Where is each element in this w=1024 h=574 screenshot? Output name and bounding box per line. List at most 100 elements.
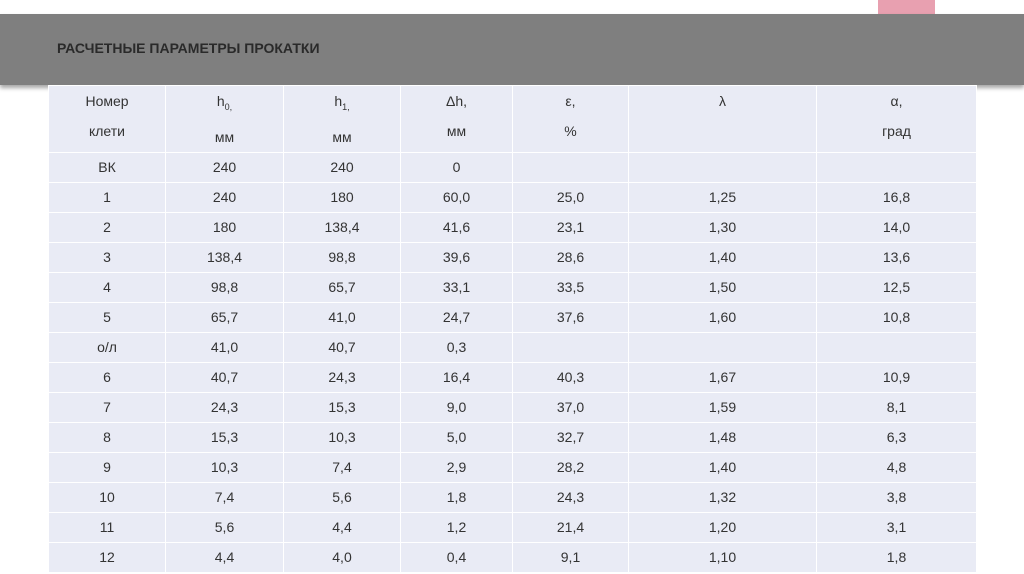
empty-cell <box>816 331 977 363</box>
table-cell: 25,0 <box>512 181 629 213</box>
empty-cell <box>816 151 977 183</box>
table-row: о/л 41,0 40,7 0,3 <box>48 331 977 363</box>
header-cell: h1, мм <box>283 85 401 153</box>
table-cell: 0,3 <box>400 331 513 363</box>
table-cell: 6,3 <box>816 421 977 453</box>
table-cell: 60,0 <box>400 181 513 213</box>
table-cell: 40,3 <box>512 361 629 393</box>
table-row: 4 98,8 65,7 33,1 33,5 1,50 12,5 <box>48 271 977 303</box>
table-cell: 1,67 <box>628 361 817 393</box>
table-cell: 9,0 <box>400 391 513 423</box>
table-cell: 6 <box>48 361 166 393</box>
table-cell: 9,1 <box>512 541 629 573</box>
table-row: 5 65,7 41,0 24,7 37,6 1,60 10,8 <box>48 301 977 333</box>
table-cell: 1 <box>48 181 166 213</box>
table-row: 10 7,4 5,6 1,8 24,3 1,32 3,8 <box>48 481 977 513</box>
table-cell: 15,3 <box>283 391 401 423</box>
header-cell: Номер клети <box>48 85 166 153</box>
header-text: Δh, <box>445 93 468 109</box>
header-text: h <box>334 93 343 109</box>
table-row: 8 15,3 10,3 5,0 32,7 1,48 6,3 <box>48 421 977 453</box>
table-cell: 10,8 <box>816 301 977 333</box>
table-cell: 1,8 <box>400 481 513 513</box>
table-cell: 240 <box>165 151 284 183</box>
table-cell: 180 <box>165 211 284 243</box>
table-cell: 1,32 <box>628 481 817 513</box>
table-cell: 16,4 <box>400 361 513 393</box>
table-cell: 14,0 <box>816 211 977 243</box>
header-subscript: 0, <box>224 101 233 112</box>
table-cell: 37,0 <box>512 391 629 423</box>
table-row: 11 5,6 4,4 1,2 21,4 1,20 3,1 <box>48 511 977 543</box>
table-cell: 10 <box>48 481 166 513</box>
table-cell: 10,3 <box>283 421 401 453</box>
header-unit: мм <box>332 128 352 145</box>
header-cell: h0, мм <box>165 85 284 153</box>
table-cell: 33,5 <box>512 271 629 303</box>
table-cell: 8,1 <box>816 391 977 423</box>
table-cell: 21,4 <box>512 511 629 543</box>
table-cell: 9 <box>48 451 166 483</box>
table-cell: 5,6 <box>165 511 284 543</box>
table-cell: 1,2 <box>400 511 513 543</box>
table-row: 3 138,4 98,8 39,6 28,6 1,40 13,6 <box>48 241 977 273</box>
header-unit: мм <box>446 123 467 139</box>
table-row: 7 24,3 15,3 9,0 37,0 1,59 8,1 <box>48 391 977 423</box>
table-cell: 40,7 <box>165 361 284 393</box>
header-unit: мм <box>214 128 235 145</box>
table-cell: 39,6 <box>400 241 513 273</box>
empty-cell <box>512 331 629 363</box>
header-bar <box>0 14 1024 85</box>
header-text: h <box>216 93 225 109</box>
table-cell: 5,0 <box>400 421 513 453</box>
table-cell: 180 <box>283 181 401 213</box>
table-cell: 7,4 <box>165 481 284 513</box>
table-cell: 3 <box>48 241 166 273</box>
table-cell: 41,0 <box>165 331 284 363</box>
table-cell: 98,8 <box>283 241 401 273</box>
table-cell: 5 <box>48 301 166 333</box>
empty-cell <box>628 151 817 183</box>
table-cell: 0,4 <box>400 541 513 573</box>
table-cell: 24,3 <box>283 361 401 393</box>
table-cell: 2,9 <box>400 451 513 483</box>
table-cell: 23,1 <box>512 211 629 243</box>
table-cell: 240 <box>283 151 401 183</box>
table-cell: 24,3 <box>512 481 629 513</box>
table-cell: 32,7 <box>512 421 629 453</box>
header-text: ε, <box>565 93 576 109</box>
table-cell: 0 <box>400 151 513 183</box>
table-cell: 12,5 <box>816 271 977 303</box>
header-unit: град <box>882 123 911 139</box>
table-cell: 1,59 <box>628 391 817 423</box>
accent <box>878 0 935 14</box>
table-cell: 16,8 <box>816 181 977 213</box>
header-cell: ε,% <box>512 85 629 153</box>
table-cell: 1,40 <box>628 241 817 273</box>
table-cell: 1,25 <box>628 181 817 213</box>
table-cell: 4,4 <box>283 511 401 543</box>
table-row: 2 180 138,4 41,6 23,1 1,30 14,0 <box>48 211 977 243</box>
header-row: Номер клети h0, мм h1, мм Δh, мм ε,% λ α, град <box>48 85 977 153</box>
table: Номер клети h0, мм h1, мм Δh, мм ε,% λ α, град ВК 240… <box>48 85 977 573</box>
table-cell: 13,6 <box>816 241 977 273</box>
header-cell: α, град <box>816 85 977 153</box>
empty-cell <box>628 331 817 363</box>
table-cell: 1,30 <box>628 211 817 243</box>
table-cell: 4 <box>48 271 166 303</box>
header-unit: клети <box>88 123 125 139</box>
table-cell: 10,9 <box>816 361 977 393</box>
table-cell: 24,7 <box>400 301 513 333</box>
table-cell: 8 <box>48 421 166 453</box>
table-cell: 28,2 <box>512 451 629 483</box>
table-cell: 7 <box>48 391 166 423</box>
table-cell: 41,6 <box>400 211 513 243</box>
table-cell: 7,4 <box>283 451 401 483</box>
table-cell: 1,10 <box>628 541 817 573</box>
table-cell: 1,50 <box>628 271 817 303</box>
table-cell: 138,4 <box>165 241 284 273</box>
table-row: 6 40,7 24,3 16,4 40,3 1,67 10,9 <box>48 361 977 393</box>
table-cell: 28,6 <box>512 241 629 273</box>
header-text: Номер <box>85 93 129 109</box>
